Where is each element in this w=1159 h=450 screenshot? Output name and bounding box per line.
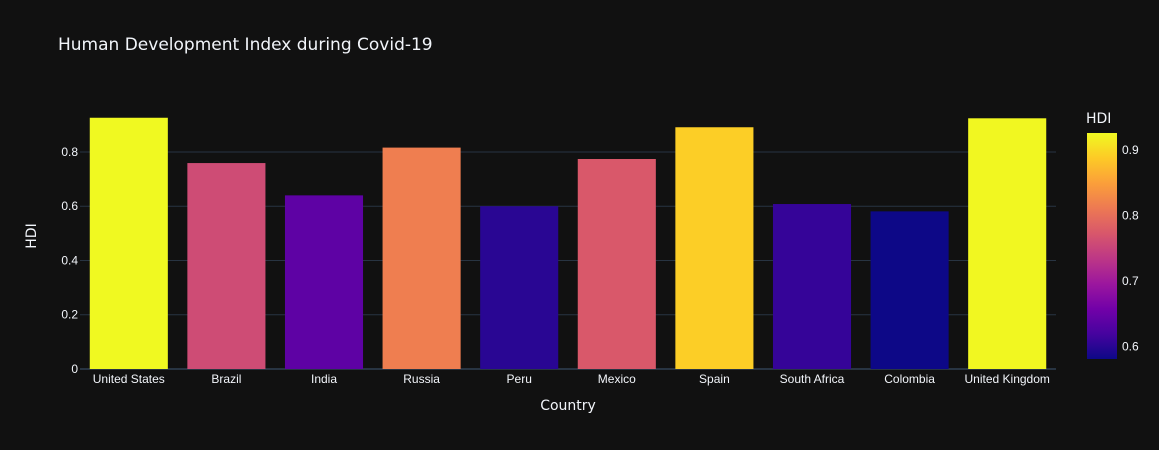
y-tick-label: 0 — [71, 362, 78, 376]
x-tick-label: Peru — [507, 372, 532, 386]
bar[interactable] — [772, 204, 852, 369]
x-tick-label: United Kingdom — [965, 372, 1050, 386]
bar[interactable] — [870, 211, 949, 369]
colorbar-tick-label: 0.6 — [1122, 340, 1139, 354]
bars — [89, 117, 1047, 369]
colorbar-tick-label: 0.9 — [1122, 143, 1139, 157]
colorbar-title: HDI — [1086, 111, 1111, 127]
bar[interactable] — [187, 163, 266, 369]
colorbar-tick-label: 0.8 — [1122, 209, 1139, 223]
y-tick-label: 0.2 — [61, 308, 78, 322]
colorbar-ticks: 0.6 0.7 0.8 0.9 — [1122, 143, 1139, 354]
x-tick-label: Spain — [699, 372, 730, 386]
y-axis-ticks: 0 0.2 0.4 0.6 0.8 — [61, 145, 78, 376]
y-axis-title: HDI — [24, 223, 40, 248]
bar[interactable] — [382, 147, 461, 369]
x-tick-label: Russia — [403, 372, 440, 386]
colorbar-gradient — [1087, 133, 1117, 359]
x-axis-title: Country — [540, 398, 596, 414]
x-axis-ticks: United States Brazil India Russia Peru Mexico… — [93, 372, 1050, 386]
y-tick-label: 0.6 — [61, 199, 78, 213]
bar[interactable] — [480, 206, 559, 369]
x-tick-label: Brazil — [211, 372, 241, 386]
x-tick-label: Colombia — [884, 372, 935, 386]
bar[interactable] — [968, 118, 1047, 369]
y-tick-label: 0.4 — [61, 253, 78, 267]
x-tick-label: South Africa — [780, 372, 845, 386]
bar[interactable] — [675, 127, 754, 369]
x-tick-label: Mexico — [598, 372, 636, 386]
colorbar-tick-label: 0.7 — [1122, 274, 1139, 288]
bar[interactable] — [577, 158, 656, 369]
chart-title: Human Development Index during Covid-19 — [58, 35, 433, 55]
y-tick-label: 0.8 — [61, 145, 78, 159]
bar[interactable] — [89, 117, 168, 369]
bar[interactable] — [284, 195, 364, 369]
x-tick-label: India — [311, 372, 337, 386]
colorbar: HDI 0.6 0.7 0.8 0.9 — [1086, 111, 1139, 359]
x-tick-label: United States — [93, 372, 165, 386]
